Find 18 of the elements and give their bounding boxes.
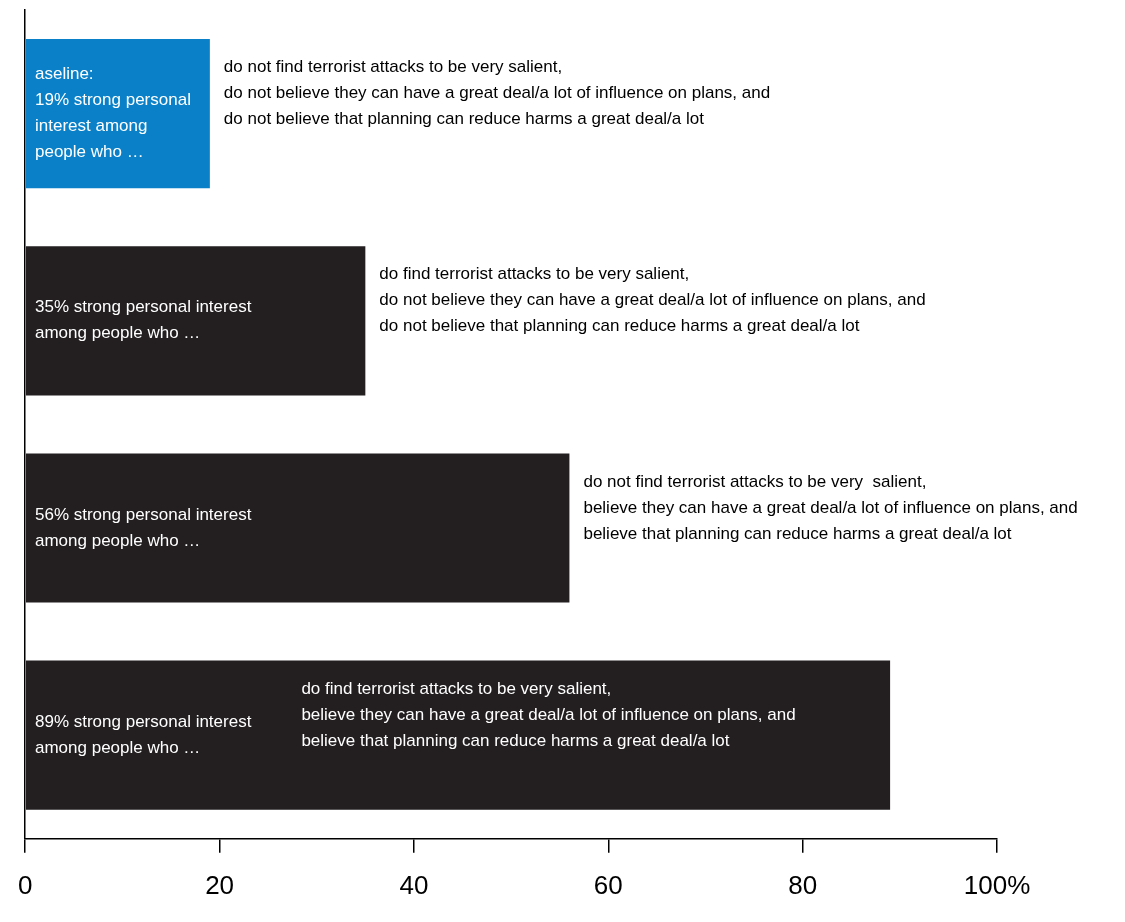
annotation: do not find terrorist attacks to be very salient, believe they can have a great deal/a lot of influence on plans, and believe that planning can reduce harms a great deal/a lot (583, 471, 1078, 543)
bar (25, 453, 570, 603)
x-tick-label: 60 (593, 869, 623, 900)
x-tick-label: 100% (963, 869, 1031, 900)
annotation: do not find terrorist attacks to be very salient, do not believe they can have a great deal/a lot of influence on plans, and do not believe that planning can reduce harms a great deal/a lot (223, 57, 771, 129)
annotation: do find terrorist attacks to be very salient, do not believe they can have a great deal/a lot of influence on plans, and do not believe that planning can reduce harms a great deal/a lot (379, 264, 926, 336)
x-tick-label: 80 (788, 869, 818, 900)
data-label: 89% strong personal interest among people who … (34, 711, 252, 757)
bar (25, 246, 366, 396)
data-label: aseline: 19% strong personal interest among people who … (34, 64, 191, 162)
x-tick-label: 40 (399, 869, 429, 900)
data-label: 35% strong personal interest among people who … (34, 297, 252, 343)
x-tick-label: 0 (18, 869, 33, 900)
annotation: do find terrorist attacks to be very salient, believe they can have a great deal/a lot of influence on plans, and believe that planning can reduce harms a great deal/a lot (301, 678, 796, 750)
bar (25, 39, 210, 189)
bar (25, 660, 891, 810)
x-tick-label: 20 (205, 869, 235, 900)
data-label: 56% strong personal interest among people who … (34, 504, 252, 550)
